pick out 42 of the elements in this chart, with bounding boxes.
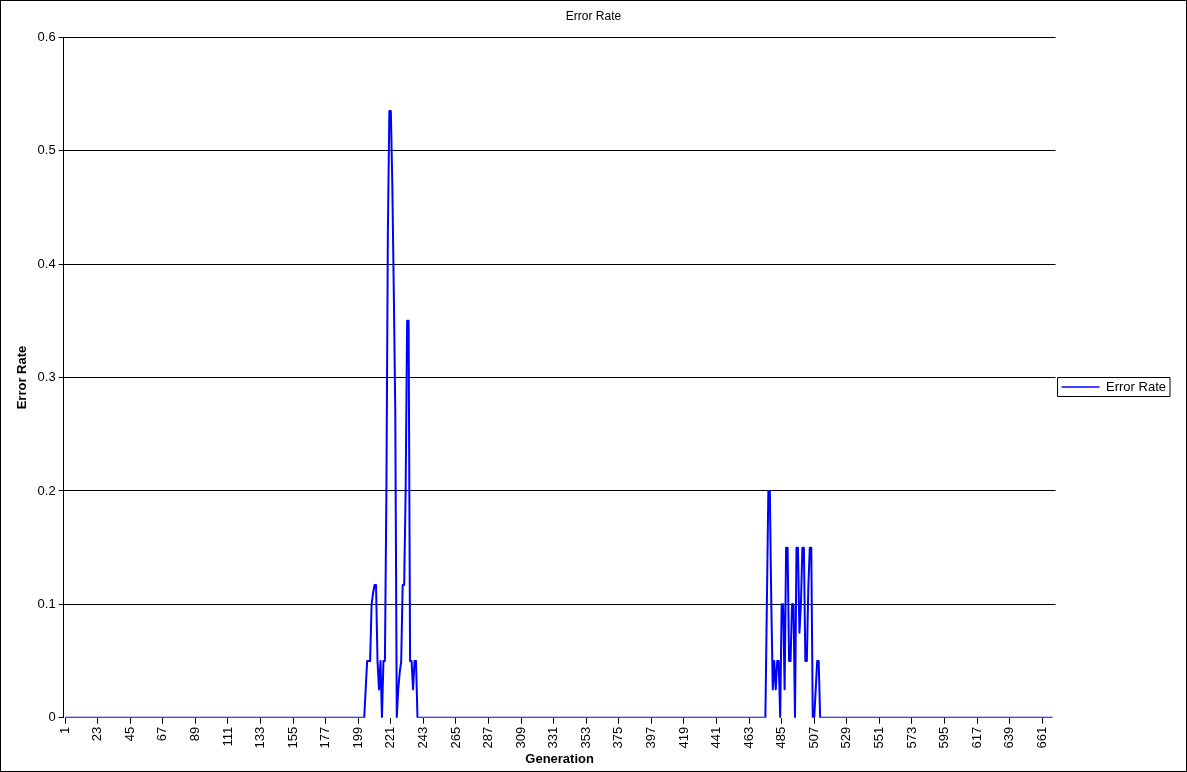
x-tick-label: 133 bbox=[252, 726, 268, 749]
x-tick-label: 485 bbox=[773, 726, 789, 749]
x-tick-label: 463 bbox=[740, 726, 756, 749]
x-tick-label: 23 bbox=[89, 726, 105, 742]
y-tick-label: 0.2 bbox=[37, 482, 56, 498]
x-tick-label: 199 bbox=[349, 726, 365, 749]
x-tick-label: 309 bbox=[512, 726, 528, 749]
x-tick-label: 573 bbox=[903, 726, 919, 749]
y-tick-label: 0.5 bbox=[37, 142, 56, 158]
x-tick-label: 243 bbox=[414, 726, 430, 749]
x-tick-label: 67 bbox=[154, 726, 170, 742]
x-tick-label: 617 bbox=[968, 726, 984, 749]
x-tick-label: 111 bbox=[219, 726, 235, 747]
y-axis-title: Error Rate bbox=[14, 345, 30, 410]
x-tick-label: 353 bbox=[577, 726, 593, 749]
x-tick-label: 507 bbox=[805, 726, 821, 749]
x-tick-label: 375 bbox=[610, 726, 626, 749]
x-tick-label: 529 bbox=[838, 726, 854, 749]
x-tick-label: 397 bbox=[642, 726, 658, 749]
x-tick-label: 221 bbox=[382, 726, 398, 749]
x-tick-label: 661 bbox=[1033, 726, 1049, 749]
x-tick-label: 1 bbox=[56, 726, 72, 734]
y-tick-label: 0 bbox=[48, 709, 56, 725]
x-tick-label: 595 bbox=[936, 726, 952, 749]
x-tick-label: 639 bbox=[1001, 726, 1017, 749]
y-tick-label: 0.4 bbox=[37, 255, 56, 271]
x-tick-label: 331 bbox=[545, 726, 561, 749]
chart-title: Error Rate bbox=[565, 8, 622, 23]
y-tick-label: 0.6 bbox=[37, 28, 56, 44]
x-tick-label: 287 bbox=[480, 726, 496, 749]
x-tick-label: 177 bbox=[317, 726, 333, 749]
x-tick-label: 419 bbox=[675, 726, 691, 749]
y-tick-label: 0.3 bbox=[37, 369, 56, 385]
x-tick-label: 551 bbox=[870, 726, 886, 749]
legend-label: Error Rate bbox=[1106, 378, 1167, 394]
y-tick-label: 0.1 bbox=[37, 595, 56, 611]
x-tick-label: 155 bbox=[284, 726, 300, 749]
x-tick-label: 45 bbox=[121, 726, 137, 742]
x-tick-label: 89 bbox=[187, 726, 203, 742]
x-axis-title: Generation bbox=[525, 750, 594, 766]
x-tick-label: 265 bbox=[447, 726, 463, 749]
x-tick-label: 441 bbox=[708, 726, 724, 749]
